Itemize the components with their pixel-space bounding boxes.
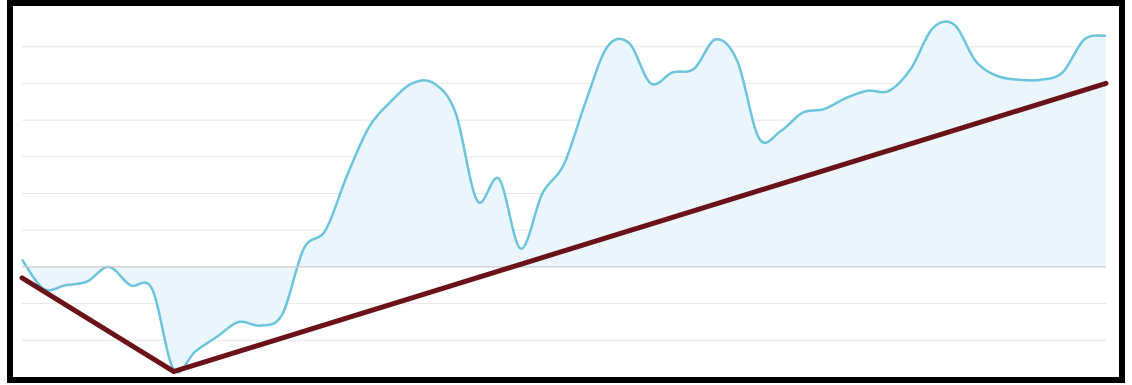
series-area — [22, 21, 1106, 373]
series-line — [20, 20, 1107, 374]
series-line-path — [20, 20, 1107, 374]
trend-line — [19, 275, 177, 374]
chart-border — [7, 0, 1125, 383]
trend-lines — [19, 80, 1109, 374]
trend-line — [171, 80, 1109, 374]
series-area-fill — [22, 21, 1106, 373]
